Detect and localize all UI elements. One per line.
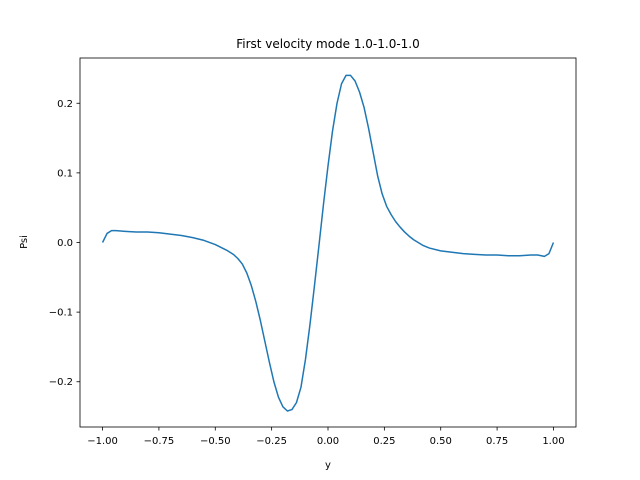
- x-tick-label: 0.75: [486, 436, 508, 447]
- x-tick-label: −0.50: [200, 436, 231, 447]
- x-tick-label: 0.00: [317, 436, 339, 447]
- x-axis-label: y: [325, 460, 331, 471]
- y-tick-label: 0.2: [57, 99, 73, 110]
- y-tick-label: −0.2: [49, 377, 73, 388]
- plot-area: [101, 74, 555, 412]
- x-tick-label: −0.75: [144, 436, 175, 447]
- x-tick-label: 0.50: [430, 436, 452, 447]
- y-tick-label: 0.0: [57, 238, 73, 249]
- chart-title: First velocity mode 1.0-1.0-1.0: [236, 37, 420, 51]
- y-axis: −0.2 −0.1 0.0 0.1 0.2: [49, 99, 80, 388]
- x-axis: −1.00 −0.75 −0.50 −0.25 0.00 0.25 0.50 0.75 1.00: [87, 427, 565, 447]
- series-line: [101, 74, 555, 412]
- y-axis-label: Psi: [19, 235, 30, 249]
- plot-frame: [79, 57, 577, 428]
- y-tick-label: −0.1: [49, 308, 73, 319]
- x-tick-label: 1.00: [542, 436, 564, 447]
- x-tick-label: −0.25: [256, 436, 287, 447]
- x-tick-label: 0.25: [373, 436, 395, 447]
- x-tick-label: −1.00: [87, 436, 118, 447]
- y-tick-label: 0.1: [57, 168, 73, 179]
